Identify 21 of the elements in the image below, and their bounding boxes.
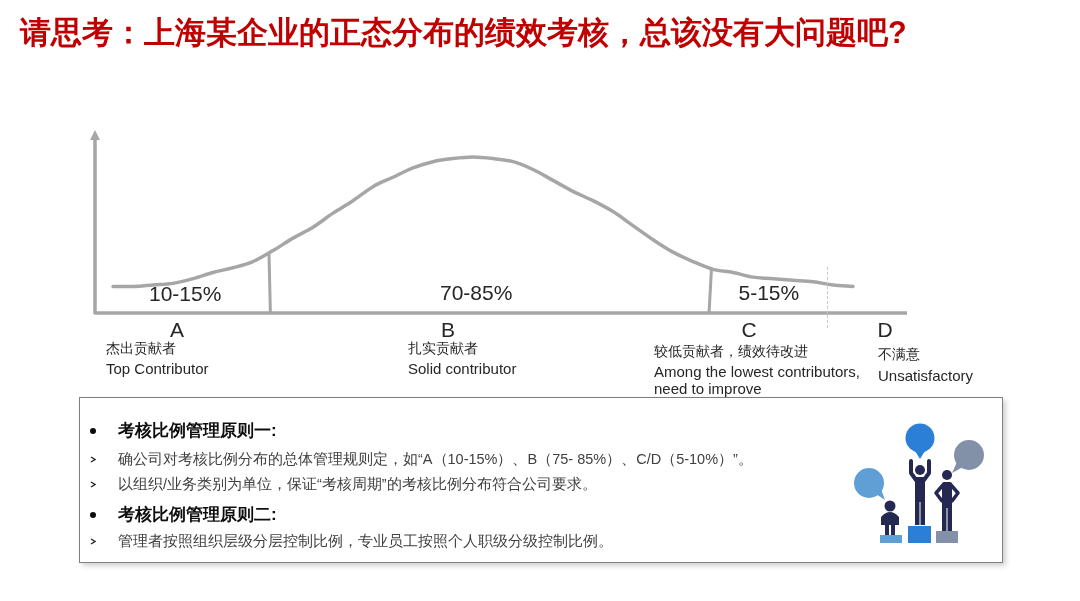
text: 杰出贡献者	[106, 341, 176, 357]
text: Solid contributor	[408, 359, 517, 377]
text: 考核比例管理原则一:	[118, 421, 277, 441]
text: 考核比例管理原则二:	[118, 505, 277, 525]
text: 不满意	[878, 347, 920, 363]
text: 确公司对考核比例分布的总体管理规则定，如“A（10-15%）、B（75- 85%）、C/D（5-10%）”。	[118, 450, 753, 468]
text: Among the lowest contributors, need to improve	[654, 363, 861, 397]
text: A	[170, 318, 185, 341]
text: 管理者按照组织层级分层控制比例，专业员工按照个人职级分级控制比例。	[118, 532, 613, 550]
text: B	[441, 318, 456, 341]
text: 以组织/业务类别为单位，保证“考核周期”的考核比例分布符合公司要求。	[118, 475, 597, 493]
text: 扎实贡献者	[408, 341, 478, 357]
chart-title: 请思考：上海某企业的正态分布的绩效考核，总该没有大问题吧?	[20, 15, 907, 51]
annotation: 5-15%	[738, 281, 800, 306]
annotation: 70-85%	[440, 281, 513, 306]
text: 较低贡献者，绩效待改进	[654, 344, 808, 360]
text: D	[877, 318, 893, 343]
annotation: 10-15%	[149, 282, 222, 307]
text: Top Contributor	[106, 359, 209, 377]
text: C	[741, 318, 757, 343]
text: Unsatisfactory	[878, 366, 974, 384]
